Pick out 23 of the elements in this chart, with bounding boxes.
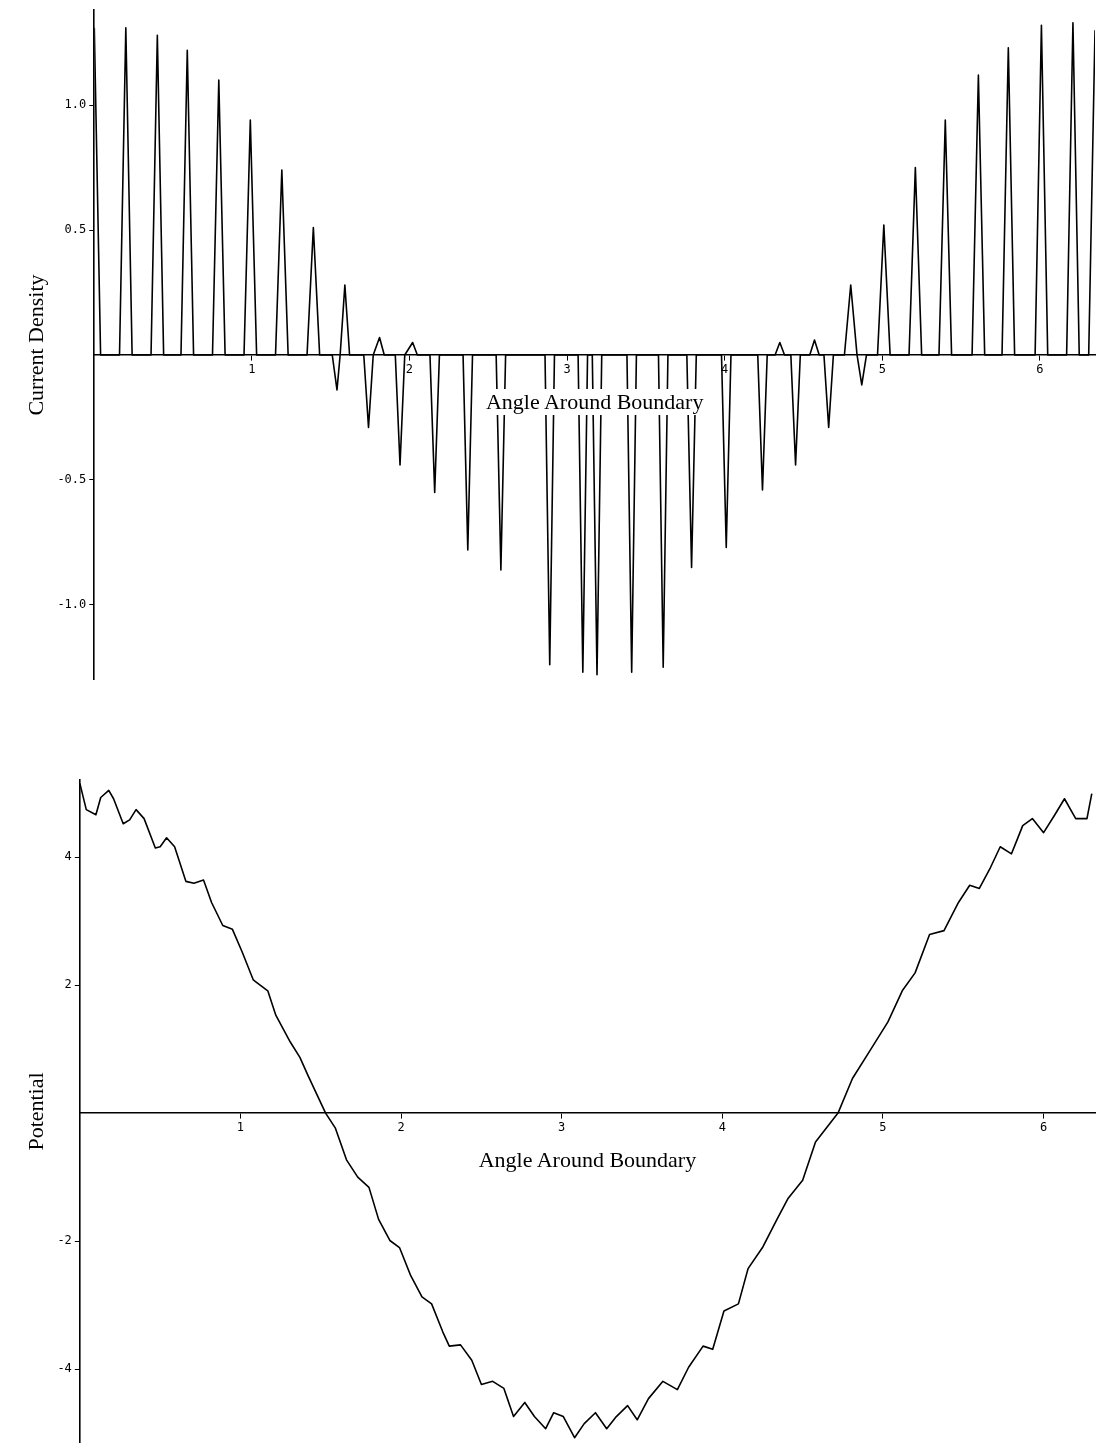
y-tick-label: 2 bbox=[64, 977, 72, 992]
x-tick-label: 2 bbox=[405, 362, 414, 377]
x-tick-label: 1 bbox=[248, 362, 256, 377]
x-tick-label: 5 bbox=[878, 362, 886, 377]
y-axis-title: Potential bbox=[22, 1072, 48, 1151]
y-axis-title: Current Density bbox=[22, 274, 48, 416]
x-tick-label: 6 bbox=[1039, 1120, 1048, 1135]
y-tick-label: -0.5 bbox=[57, 472, 87, 487]
x-tick-label: 6 bbox=[1036, 362, 1044, 377]
y-tick-label: 4 bbox=[64, 849, 72, 864]
x-tick-label: 2 bbox=[397, 1120, 405, 1135]
y-tick-label: -2 bbox=[57, 1233, 72, 1248]
y-tick-label: 1.0 bbox=[64, 97, 87, 112]
x-tick-label: 1 bbox=[236, 1120, 245, 1135]
y-tick-label: 0.5 bbox=[64, 222, 87, 237]
x-tick-label: 5 bbox=[879, 1120, 887, 1135]
y-tick-label: -4 bbox=[57, 1361, 72, 1376]
y-tick-label: -1.0 bbox=[57, 596, 87, 611]
x-tick-label: 3 bbox=[563, 362, 571, 377]
x-axis-title: Angle Around Boundary bbox=[474, 1147, 701, 1174]
x-axis-title: Angle Around Boundary bbox=[481, 388, 708, 415]
x-tick-label: 4 bbox=[718, 1120, 726, 1135]
x-tick-label: 3 bbox=[558, 1120, 566, 1135]
